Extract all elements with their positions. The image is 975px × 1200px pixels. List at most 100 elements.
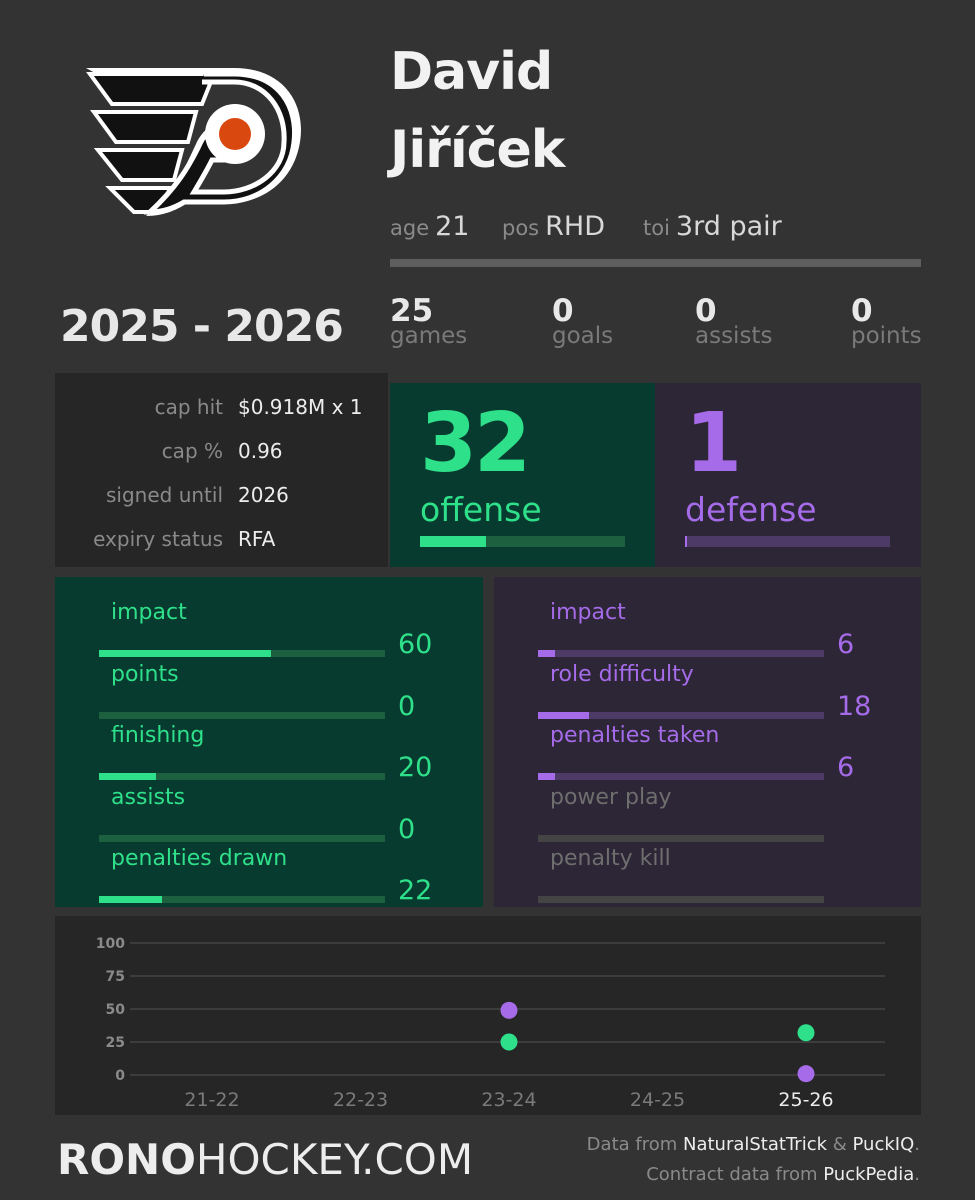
- offense-metric-value: 0: [398, 813, 416, 845]
- defense-metric-row: penalty kill: [494, 845, 921, 905]
- contract-value: 2026: [238, 483, 289, 507]
- contract-row-signed-until: signed until 2026: [55, 483, 388, 523]
- stat-value: 0: [851, 293, 873, 329]
- data-source-line: Data from NaturalStatTrick & PuckIQ.: [587, 1133, 920, 1157]
- stat-points: 0 points: [851, 292, 922, 348]
- defense-metric-row: impact 6: [494, 599, 921, 660]
- defense-bar: [685, 536, 890, 547]
- defense-metric-bar: [538, 773, 824, 780]
- offense-metric-value: 22: [398, 875, 433, 906]
- y-tick-label: 75: [106, 969, 125, 985]
- defense-metric-label: penalties taken: [550, 723, 720, 748]
- contract-value: RFA: [238, 527, 276, 551]
- toi-label: toi: [643, 216, 670, 240]
- offense-bar: [420, 536, 625, 547]
- toi-meta: toi 3rd pair: [643, 210, 782, 245]
- source-prefix: Data from: [586, 1134, 683, 1155]
- stat-value: 0: [695, 293, 717, 329]
- stat-label: assists: [695, 323, 773, 349]
- defense-score: 1: [685, 396, 742, 491]
- player-last-name: Jiříček: [390, 120, 565, 180]
- season-label: 2025 - 2026: [60, 301, 344, 352]
- defense-metric-bar: [538, 896, 824, 903]
- offense-metric-label: finishing: [111, 723, 205, 748]
- stat-label: games: [390, 323, 468, 349]
- defense-metric-value: 6: [837, 629, 855, 660]
- brand-footer: RONOHOCKEY.COM: [57, 1136, 473, 1184]
- offense-metric-row: penalties drawn 22: [55, 845, 483, 906]
- offense-metric-value: 60: [398, 629, 433, 660]
- y-tick-label: 50: [106, 1002, 126, 1018]
- defense-metric-value: 18: [837, 690, 872, 722]
- defense-metric-bar-fill: [538, 773, 556, 780]
- offense-metric-row: assists 0: [55, 784, 483, 845]
- offense-metrics-panel: impact 60 points 0 finishing 20 assists 0 penalt…: [55, 577, 483, 907]
- offense-metric-label: penalties drawn: [111, 846, 288, 871]
- offense-label: offense: [420, 490, 542, 529]
- contract-value: 0.96: [238, 439, 283, 463]
- defense-metric-bar: [538, 834, 824, 842]
- contract-value: $0.918M x 1: [238, 395, 363, 419]
- defense-metric-label: power play: [550, 784, 672, 810]
- flyers-logo-icon: [86, 68, 301, 216]
- offense-metric-row: impact 60: [55, 599, 483, 660]
- offense-metric-label: impact: [111, 600, 187, 625]
- chart-point: [500, 1033, 518, 1051]
- stat-games: 25 games: [390, 292, 467, 348]
- y-tick-label: 100: [96, 936, 125, 952]
- stat-value: 0: [552, 293, 574, 329]
- offense-metric-bar-fill: [99, 650, 271, 657]
- contract-row-expiry: expiry status RFA: [55, 527, 388, 567]
- source-puckpedia: PuckPedia: [823, 1164, 915, 1185]
- x-tick-label: 22-23: [333, 1089, 388, 1111]
- defense-bar-fill: [685, 536, 688, 547]
- stat-label: goals: [552, 323, 614, 349]
- age-meta: age 21: [390, 210, 469, 245]
- offense-metric-bar: [99, 834, 385, 842]
- season-trend-chart: 0 25 50 75 100 21-22 22-23 23-24 24-25 25-26: [55, 916, 921, 1115]
- source-naturalstattrick: NaturalStatTrick: [682, 1134, 828, 1155]
- source-amp: &: [827, 1134, 853, 1155]
- contract-panel: cap hit $0.918M x 1 cap % 0.96 signed un…: [55, 373, 388, 567]
- brand-rest: HOCKEY.COM: [195, 1135, 474, 1184]
- player-first-name: David: [390, 42, 553, 102]
- pos-meta: pos RHD: [502, 210, 605, 245]
- stat-value: 25: [390, 293, 434, 329]
- age-label: age: [390, 216, 430, 240]
- contract-label: cap %: [161, 439, 223, 463]
- contract-source-line: Contract data from PuckPedia.: [646, 1163, 920, 1187]
- defense-score-card: 1 defense: [655, 383, 921, 567]
- contract-label: cap hit: [154, 395, 223, 419]
- offense-score-card: 32 offense: [390, 383, 655, 567]
- stat-goals: 0 goals: [552, 292, 613, 348]
- contract-label: expiry status: [93, 527, 223, 551]
- offense-metric-bar: [99, 711, 385, 719]
- defense-metric-label: impact: [550, 600, 626, 625]
- contract-row-cap-pct: cap % 0.96: [55, 439, 388, 479]
- offense-metric-row: finishing 20: [55, 722, 483, 783]
- pos-value: RHD: [545, 211, 605, 242]
- defense-metric-bar-fill: [538, 650, 556, 657]
- defense-metric-value: 6: [837, 752, 855, 783]
- contract-row-cap-hit: cap hit $0.918M x 1: [55, 395, 388, 435]
- contract-source-end: .: [914, 1164, 920, 1185]
- x-tick-label: 23-24: [481, 1089, 536, 1111]
- offense-bar-fill: [420, 536, 486, 547]
- defense-metric-row: power play: [494, 784, 921, 844]
- defense-metric-bar: [538, 650, 824, 657]
- stat-label: points: [851, 323, 922, 349]
- offense-metric-value: 0: [398, 690, 416, 722]
- defense-metric-bar-fill: [538, 711, 590, 719]
- contract-label: signed until: [105, 483, 223, 507]
- defense-label: defense: [685, 490, 817, 529]
- defense-metric-label: role difficulty: [550, 661, 694, 687]
- age-value: 21: [435, 211, 470, 242]
- trend-chart-svg: 0 25 50 75 100 21-22 22-23 23-24 24-25 25-26: [96, 936, 885, 1111]
- defense-metric-row: role difficulty 18: [494, 661, 921, 722]
- offense-metric-bar-fill: [99, 896, 162, 903]
- defense-metric-bar: [538, 711, 824, 719]
- defense-metric-row: penalties taken 6: [494, 722, 921, 783]
- source-end: .: [914, 1134, 920, 1155]
- header-divider: [390, 259, 921, 267]
- stat-assists: 0 assists: [695, 292, 772, 348]
